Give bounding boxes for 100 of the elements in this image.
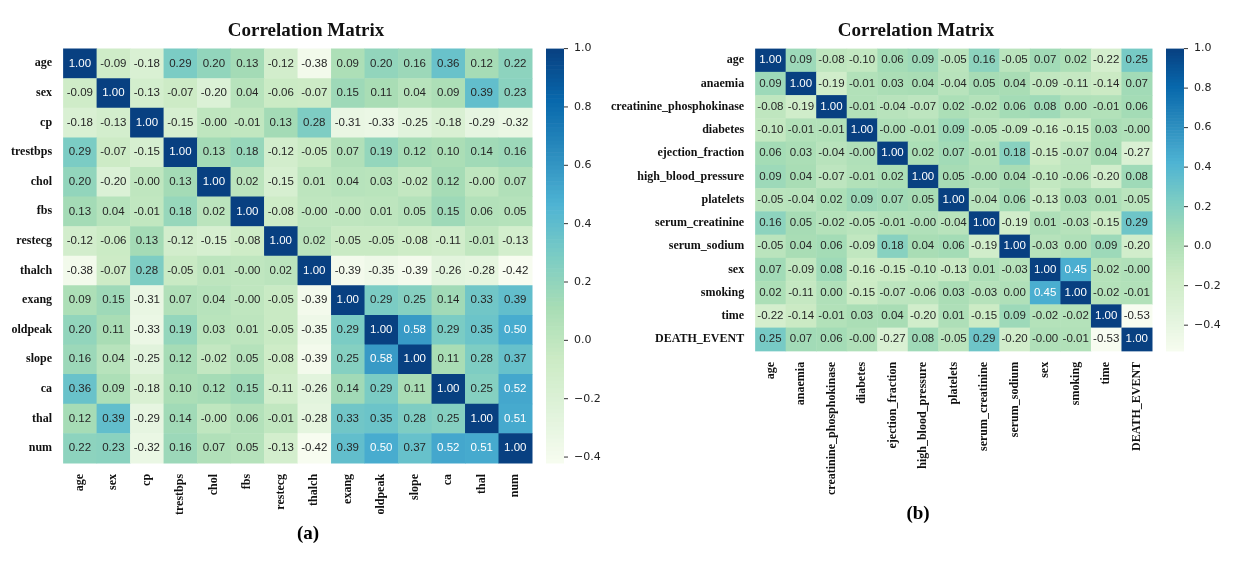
data-label: -0.08: [234, 234, 261, 247]
data-label: -0.07: [100, 263, 127, 276]
y-tick-label: oldpeak: [11, 321, 53, 336]
y-tick-label: platelets: [701, 191, 745, 206]
data-label: 0.14: [169, 411, 193, 424]
data-label: 0.18: [169, 204, 192, 217]
data-label: 0.03: [789, 146, 813, 159]
data-label: 0.08: [820, 262, 843, 275]
data-label: -0.08: [267, 204, 294, 217]
data-label: 0.18: [236, 145, 259, 158]
data-label: -0.05: [940, 53, 967, 66]
data-label: 0.09: [336, 56, 359, 69]
data-label: 0.12: [437, 174, 460, 187]
data-label: -0.05: [940, 332, 967, 345]
data-label: 0.02: [1064, 53, 1087, 66]
data-label: 0.05: [911, 192, 935, 205]
data-label: 0.06: [820, 332, 843, 345]
color-bar-label: 0.0: [1194, 239, 1212, 253]
data-label: 0.50: [504, 322, 527, 335]
x-tick-label: age: [762, 361, 777, 380]
data-label: -0.01: [234, 115, 261, 128]
data-label: 0.11: [102, 322, 125, 335]
data-label: 0.06: [1003, 192, 1026, 205]
data-label: 0.36: [68, 382, 92, 395]
data-label: 0.29: [370, 293, 393, 306]
data-label: 0.01: [236, 322, 259, 335]
data-label: 0.18: [1003, 146, 1026, 159]
x-tick-label: num: [507, 473, 522, 498]
data-label: -0.03: [1032, 239, 1059, 252]
data-label: 0.01: [972, 262, 996, 275]
data-label: 0.39: [336, 441, 359, 454]
data-label: 0.05: [236, 441, 259, 454]
data-label: 1.00: [169, 145, 192, 158]
data-label: 0.29: [68, 145, 92, 158]
data-label: 0.18: [881, 239, 904, 252]
data-label: 0.09: [789, 53, 813, 66]
data-label: -0.10: [757, 123, 784, 136]
data-label: 0.16: [403, 56, 426, 69]
data-label: 1.00: [236, 204, 259, 217]
data-label: 0.35: [470, 322, 493, 335]
y-tick-label: serum_creatinine: [655, 215, 745, 230]
data-label: 0.05: [972, 76, 996, 89]
data-label: -0.01: [133, 204, 160, 217]
data-label: -0.02: [970, 99, 998, 112]
data-label: -0.20: [200, 86, 227, 99]
data-label: -0.04: [940, 76, 968, 89]
data-label: -0.05: [1001, 53, 1028, 66]
data-label: 0.23: [504, 86, 527, 99]
data-label: -0.35: [301, 322, 328, 335]
data-label: -0.05: [848, 216, 876, 229]
data-label: -0.08: [401, 234, 428, 247]
data-label: 1.00: [202, 174, 226, 187]
data-label: 0.07: [881, 192, 904, 205]
y-tick-label: thal: [32, 410, 53, 425]
data-label: -0.05: [301, 145, 328, 158]
data-label: -0.16: [1032, 123, 1059, 136]
data-label: 0.01: [942, 309, 965, 322]
data-label: -0.38: [66, 263, 93, 276]
data-label: -0.05: [267, 293, 294, 306]
data-label: 0.01: [303, 174, 326, 187]
y-tick-label: cp: [40, 114, 53, 129]
data-label: 0.05: [789, 216, 813, 229]
data-label: -0.10: [848, 53, 876, 66]
data-label: 0.05: [236, 352, 259, 365]
data-label: -0.02: [1032, 309, 1059, 322]
data-label: -0.00: [1032, 332, 1059, 345]
x-tick-label: ca: [440, 473, 455, 486]
data-label: 0.04: [102, 204, 126, 217]
data-label: -0.06: [909, 285, 937, 298]
data-label: 0.09: [68, 293, 92, 306]
data-label: 0.09: [759, 169, 782, 182]
data-label: 0.02: [202, 204, 226, 217]
data-label: 0.29: [437, 322, 460, 335]
color-bar-label: −0.4: [1194, 318, 1221, 332]
data-label: 0.13: [269, 115, 293, 128]
data-label: 0.29: [169, 56, 192, 69]
data-label: -0.15: [1062, 123, 1089, 136]
data-label: 0.07: [169, 293, 192, 306]
data-label: -0.05: [757, 239, 784, 252]
data-label: 0.13: [236, 56, 259, 69]
color-bar-label: −0.4: [574, 449, 601, 463]
data-label: 0.06: [820, 239, 843, 252]
data-label: 0.14: [336, 382, 360, 395]
data-label: -0.42: [502, 263, 529, 276]
data-label: -0.13: [502, 234, 529, 247]
data-label: 0.07: [504, 174, 527, 187]
data-label: -0.08: [818, 53, 845, 66]
x-tick-label: slope: [406, 473, 421, 500]
data-label: 0.05: [403, 204, 426, 217]
data-label: -0.18: [133, 382, 160, 395]
data-label: -0.15: [879, 262, 906, 275]
data-label: -0.15: [167, 115, 194, 128]
data-label: -0.06: [100, 234, 127, 247]
y-tick-label: ejection_fraction: [657, 145, 745, 160]
data-label: -0.00: [970, 169, 998, 182]
data-label: 0.12: [202, 382, 226, 395]
data-label: 0.20: [370, 56, 393, 69]
data-label: -0.14: [787, 309, 815, 322]
data-label: -0.00: [909, 216, 937, 229]
data-label: 0.45: [1033, 285, 1057, 298]
